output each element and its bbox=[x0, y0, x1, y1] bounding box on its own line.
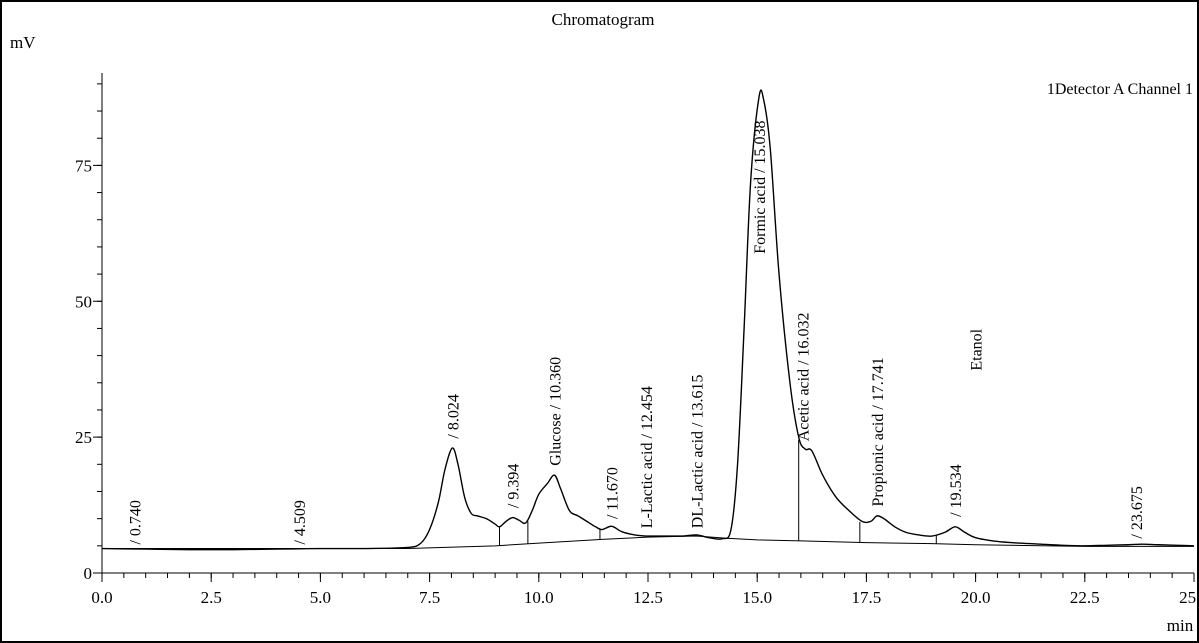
x-tick-label: 7.5 bbox=[419, 588, 440, 607]
peak-label: / 11.670 bbox=[605, 467, 622, 519]
x-tick-label: 20.0 bbox=[961, 588, 991, 607]
peak-label: / 4.509 bbox=[292, 500, 309, 544]
x-tick-label: 15.0 bbox=[742, 588, 772, 607]
baseline-line bbox=[102, 535, 1194, 550]
y-tick-label: 75 bbox=[75, 156, 92, 175]
chart-title: Chromatogram bbox=[552, 10, 655, 29]
peak-label: Formic acid / 15.038 bbox=[752, 120, 769, 253]
ticks: 0.0 2.5 5.0 7.5 10.0 12.5 15.0 17.5 20.0 22.5 25.0… bbox=[75, 83, 1199, 607]
plot-area bbox=[101, 89, 1195, 551]
x-tick-label: 25.0 bbox=[1179, 588, 1199, 607]
peak-label: DL-Lactic acid / 13.615 bbox=[690, 375, 707, 529]
y-axis-label: mV bbox=[10, 33, 36, 52]
peak-label: Glucose / 10.360 bbox=[548, 357, 565, 466]
peak-label: L-Lactic acid / 12.454 bbox=[639, 386, 656, 528]
peak-label: Etanol bbox=[969, 328, 986, 370]
y-tick-label: 25 bbox=[75, 428, 92, 447]
x-tick-label: 2.5 bbox=[201, 588, 222, 607]
y-tick-label: 0 bbox=[84, 564, 93, 583]
x-tick-label: 0.0 bbox=[91, 588, 112, 607]
x-tick-label: 10.0 bbox=[524, 588, 554, 607]
legend-label: 1Detector A Channel 1 bbox=[1047, 81, 1193, 98]
x-axis-label: min bbox=[1167, 616, 1194, 635]
peak-label: / 0.740 bbox=[127, 500, 144, 544]
x-tick-label: 12.5 bbox=[633, 588, 663, 607]
peak-labels: / 0.740 / 4.509 / 8.024 / 9.394 Glucose / 10… bbox=[127, 120, 1146, 544]
x-tick-label: 5.0 bbox=[310, 588, 331, 607]
peak-label: Acetic acid / 16.032 bbox=[795, 312, 812, 441]
peak-label: / 19.534 bbox=[948, 464, 965, 516]
signal-trace bbox=[101, 89, 1195, 551]
x-tick-label: 17.5 bbox=[852, 588, 882, 607]
peak-label: / 8.024 bbox=[445, 394, 462, 438]
peak-label: / 23.675 bbox=[1129, 486, 1146, 538]
peak-label: Propionic acid / 17.741 bbox=[870, 357, 887, 506]
y-tick-label: 50 bbox=[75, 292, 92, 311]
peak-label: / 9.394 bbox=[505, 464, 522, 508]
x-tick-label: 22.5 bbox=[1070, 588, 1100, 607]
